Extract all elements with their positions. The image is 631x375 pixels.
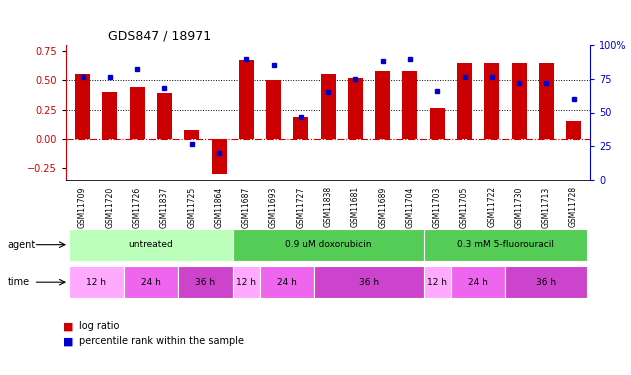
Bar [451,266,505,298]
Bar [314,266,423,298]
Bar [157,93,172,139]
Bar [233,266,260,298]
Text: log ratio: log ratio [79,321,119,331]
Bar [75,74,90,139]
Bar [566,121,581,139]
Bar [260,266,314,298]
Bar [184,129,199,139]
Bar [505,266,587,298]
Bar [321,74,336,139]
Bar [233,229,423,261]
Bar [130,87,144,139]
Text: untreated: untreated [129,240,173,249]
Bar [375,71,390,139]
Bar [430,108,445,139]
Text: percentile rank within the sample: percentile rank within the sample [79,336,244,346]
Bar [403,71,418,139]
Text: 36 h: 36 h [536,278,557,286]
Text: 12 h: 12 h [236,278,256,286]
Text: 36 h: 36 h [359,278,379,286]
Text: ■: ■ [63,321,74,331]
Text: time: time [8,277,30,287]
Bar [539,63,554,139]
Bar [423,266,451,298]
Bar [266,80,281,139]
Bar [512,63,526,139]
Bar [293,117,309,139]
Text: 24 h: 24 h [141,278,161,286]
Text: GDS847 / 18971: GDS847 / 18971 [108,30,211,42]
Text: ■: ■ [63,336,74,346]
Text: 12 h: 12 h [86,278,106,286]
Text: agent: agent [8,240,36,250]
Bar [178,266,233,298]
Text: 24 h: 24 h [277,278,297,286]
Bar [484,63,499,139]
Bar [102,92,117,139]
Bar [211,139,227,174]
Bar [457,63,472,139]
Bar [423,229,587,261]
Text: 24 h: 24 h [468,278,488,286]
Text: 36 h: 36 h [196,278,215,286]
Bar [69,229,233,261]
Text: 0.3 mM 5-fluorouracil: 0.3 mM 5-fluorouracil [457,240,554,249]
Text: 0.9 uM doxorubicin: 0.9 uM doxorubicin [285,240,372,249]
Bar [239,60,254,139]
Bar [124,266,178,298]
Bar [348,78,363,139]
Text: 12 h: 12 h [427,278,447,286]
Bar [69,266,124,298]
